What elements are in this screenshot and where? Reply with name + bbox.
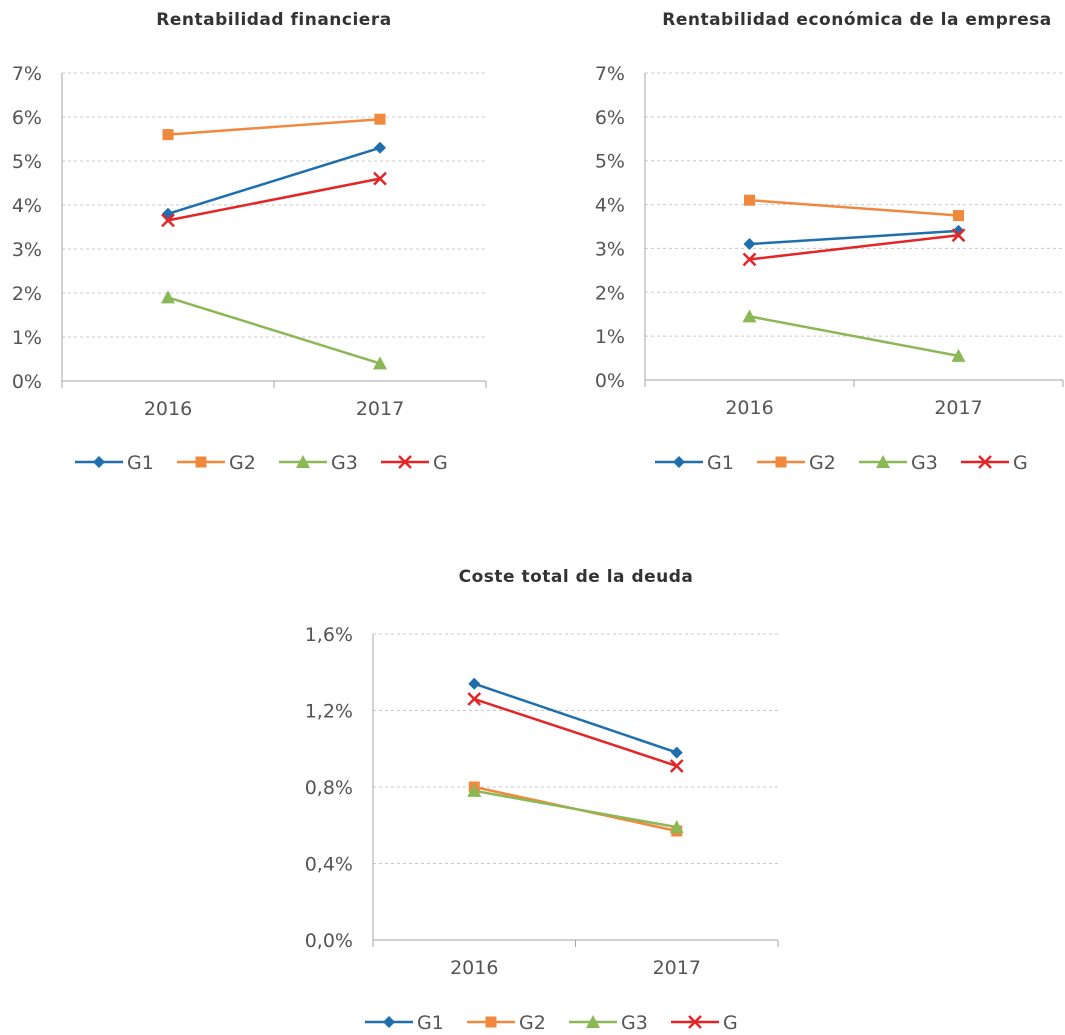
y-tick-label: 0% [595,370,625,392]
chart-panel-2: Rentabilidad económica de la empresa 0% 1%… [595,10,1064,474]
y-tick-label: 7% [12,63,42,85]
y-tick-label: 0,0% [305,930,353,952]
data-point-g3 [951,348,966,362]
legend-marker [876,455,890,468]
data-point-g1 [468,677,481,690]
y-tick-label: 1% [595,326,625,348]
legend-marker [586,1015,600,1028]
legend-marker [398,455,412,469]
y-tick-label: 4% [595,195,625,217]
series-line-g3 [474,789,677,829]
data-point-g1 [670,746,683,759]
series-line-g2 [167,117,381,136]
data-point-g [467,692,482,706]
series-line-g3 [749,315,959,358]
legend-label: G1 [707,452,734,474]
legend-label: G [723,1012,738,1034]
chart-title: Coste total de la deuda [459,567,694,587]
legend-marker [195,456,207,468]
data-point-g [951,228,966,243]
legend-label: G [1013,452,1028,474]
legend-label: G2 [229,452,256,474]
data-point-g1 [374,141,386,154]
legend-label: G2 [519,1012,546,1034]
data-point-g1 [162,207,174,220]
series-line-g1 [167,146,381,215]
legend-label: G1 [127,452,154,474]
legend-marker [383,1016,395,1028]
y-tick-label: 5% [595,151,625,173]
y-tick-label: 5% [12,151,42,173]
x-tick-label: 2016 [144,398,192,420]
y-tick-label: 0% [12,371,42,393]
legend-label: G2 [809,452,836,474]
data-point-g3 [467,783,482,797]
chart-panel-1: Rentabilidad financiera 0% 1% 2% 3% 4% 5% 6% 7% 2… [12,10,487,474]
data-point-g2 [744,194,755,206]
y-tick-label: 2% [595,282,625,304]
legend-label: G1 [417,1012,444,1034]
series-line-g [167,177,381,222]
x-tick-label: 2017 [653,957,701,979]
x-tick-label: 2017 [934,397,982,419]
series-line-g1 [473,682,678,754]
legend-label: G3 [911,452,938,474]
y-tick-label: 6% [12,107,42,129]
data-point-g [742,252,757,267]
legend-marker [673,456,685,468]
legend-marker [93,456,105,468]
y-tick-label: 1,6% [305,624,353,646]
legend-marker [485,1016,497,1028]
y-tick-label: 2% [12,283,42,305]
y-tick-label: 1% [12,327,42,349]
data-point-g3 [161,290,175,304]
chart-panel-3: Coste total de la deuda 0,0% 0,4% 0,8% 1,2% 1… [305,567,779,1034]
x-tick-label: 2016 [725,397,773,419]
data-point-g [373,171,387,186]
y-tick-label: 0,8% [305,777,353,799]
data-point-g [669,759,684,773]
y-tick-label: 1,2% [305,701,353,723]
y-tick-label: 7% [595,63,625,85]
x-tick-label: 2017 [356,398,404,420]
legend-marker [775,456,787,468]
legend-label: G3 [331,452,358,474]
data-point-g3 [669,820,684,834]
data-point-g3 [373,356,387,370]
data-point-g2 [374,113,386,125]
y-tick-label: 4% [12,195,42,217]
data-point-g1 [743,238,756,251]
y-tick-label: 6% [595,107,625,129]
chart-title: Rentabilidad financiera [156,10,391,30]
data-point-g2 [162,129,174,141]
legend-label: G [433,452,448,474]
series-line-g1 [749,229,959,246]
legend-label: G3 [621,1012,648,1034]
data-point-g2 [953,210,964,222]
legend-marker [688,1015,702,1029]
y-tick-label: 3% [12,239,42,261]
series-line-g3 [167,296,381,365]
x-tick-label: 2016 [450,957,498,979]
y-tick-label: 0,4% [305,854,353,876]
series-line-g [749,234,959,261]
y-tick-label: 3% [595,238,625,260]
chart-title: Rentabilidad económica de la empresa [662,10,1052,30]
legend-marker [978,455,992,469]
data-point-g [161,213,175,228]
series-line-g [473,697,678,768]
data-point-g3 [742,309,757,323]
series-line-g2 [749,198,959,217]
legend-marker [296,455,310,468]
